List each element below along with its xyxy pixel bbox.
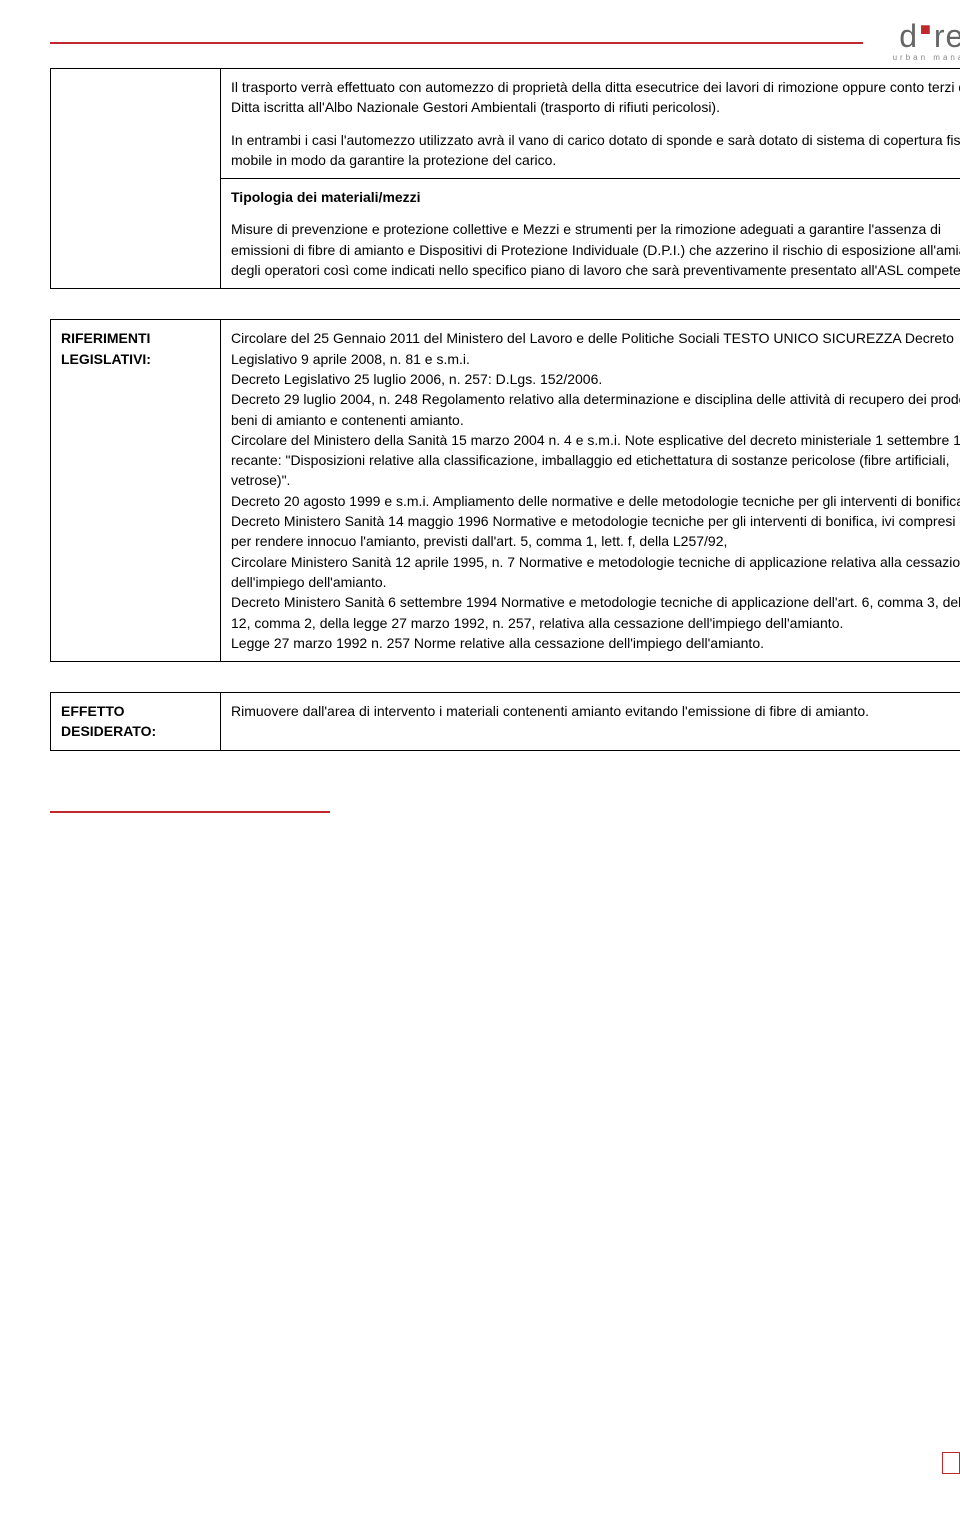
logo-square-icon: ■ — [920, 19, 932, 39]
header-rule — [50, 42, 863, 44]
block2-p3: Decreto 29 luglio 2004, n. 248 Regolamen… — [231, 389, 960, 430]
block1-cell-bottom: Tipologia dei materiali/mezzi Misure di … — [221, 179, 960, 289]
block3-text: Rimuovere dall'area di intervento i mate… — [231, 703, 869, 719]
table-block-1: Il trasporto verrà effettuato con autome… — [50, 68, 960, 289]
block1-cell-top: Il trasporto verrà effettuato con autome… — [221, 69, 960, 179]
page-number-box — [942, 1452, 960, 1474]
footer-rule — [50, 811, 330, 813]
block1-para1: Il trasporto verrà effettuato con autome… — [231, 77, 960, 118]
block2-content: Circolare del 25 Gennaio 2011 del Minist… — [221, 320, 960, 662]
table-block-3: EFFETTO DESIDERATO: Rimuovere dall'area … — [50, 692, 960, 751]
block2-p9: Legge 27 marzo 1992 n. 257 Norme relativ… — [231, 633, 960, 653]
block2-p1: Circolare del 25 Gennaio 2011 del Minist… — [231, 328, 960, 369]
block2-p6: Decreto Ministero Sanità 14 maggio 1996 … — [231, 511, 960, 552]
logo-tagline: urban management — [893, 54, 960, 62]
block1-para2: In entrambi i casi l'automezzo utilizzat… — [231, 130, 960, 171]
block2-p4: Circolare del Ministero della Sanità 15 … — [231, 430, 960, 491]
table-block-2: RIFERIMENTI LEGISLATIVI: Circolare del 2… — [50, 319, 960, 662]
block2-p5: Decreto 20 agosto 1999 e s.m.i. Ampliame… — [231, 491, 960, 511]
block3-content: Rimuovere dall'area di intervento i mate… — [221, 693, 960, 751]
page-header: d■recta urban management — [50, 20, 960, 62]
block2-p8: Decreto Ministero Sanità 6 settembre 199… — [231, 592, 960, 633]
block2-label: RIFERIMENTI LEGISLATIVI: — [51, 320, 221, 662]
block2-p2: Decreto Legislativo 25 luglio 2006, n. 2… — [231, 369, 960, 389]
logo-recta: recta — [934, 18, 960, 54]
block1-para3: Misure di prevenzione e protezione colle… — [231, 219, 960, 280]
block3-label: EFFETTO DESIDERATO: — [51, 693, 221, 751]
block1-label-cell — [51, 69, 221, 289]
block2-p7: Circolare Ministero Sanità 12 aprile 199… — [231, 552, 960, 593]
brand-logo: d■recta urban management — [893, 20, 960, 62]
block1-subtitle: Tipologia dei materiali/mezzi — [231, 187, 960, 207]
logo-text: d■recta — [893, 20, 960, 52]
logo-d: d — [899, 18, 918, 54]
